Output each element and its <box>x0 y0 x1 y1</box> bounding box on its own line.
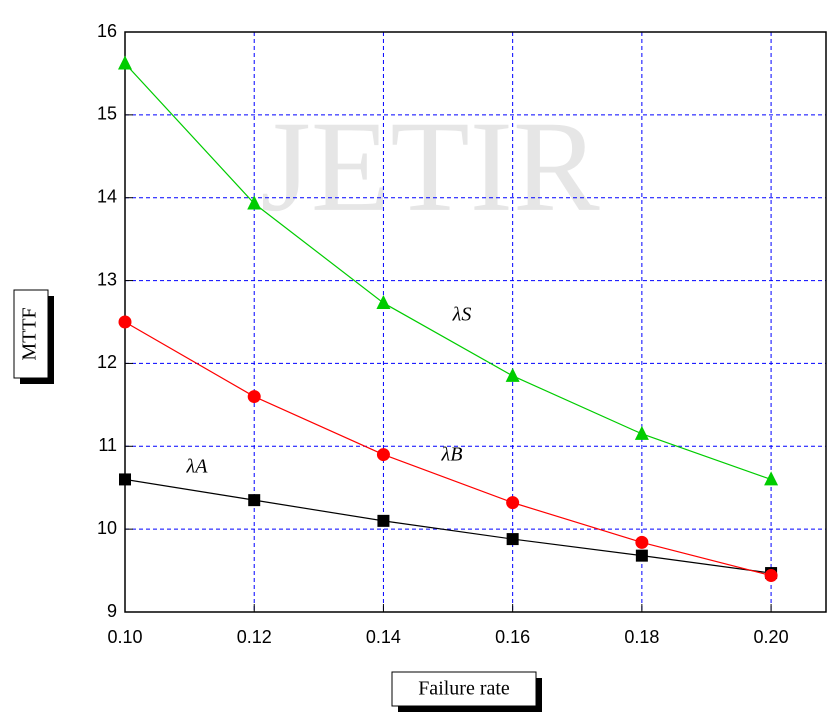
x-tick-label: 0.14 <box>366 627 401 647</box>
marker <box>636 550 648 562</box>
y-tick-label: 9 <box>107 601 117 621</box>
series-label: λB <box>441 444 463 466</box>
marker <box>119 473 131 485</box>
watermark: JETIR <box>260 95 600 239</box>
series-label: λS <box>452 304 472 326</box>
marker <box>377 515 389 527</box>
y-axis-label: MTTF <box>19 307 41 360</box>
marker <box>506 496 519 509</box>
chart: JETIR MTTF Failure rate 9 10 11 12 13 14 15 16 0… <box>0 0 828 717</box>
x-tick-label: 0.20 <box>754 627 789 647</box>
y-tick-label: 12 <box>97 352 117 372</box>
y-tick-label: 14 <box>97 186 117 206</box>
marker <box>635 536 648 549</box>
marker <box>248 390 261 403</box>
x-tick-label: 0.12 <box>237 627 272 647</box>
marker <box>765 569 778 582</box>
y-tick-label: 15 <box>97 104 117 124</box>
x-tick-label: 0.16 <box>495 627 530 647</box>
x-tick-label: 0.18 <box>624 627 659 647</box>
series-label: λA <box>186 456 209 478</box>
y-tick-label: 10 <box>97 518 117 538</box>
marker <box>118 55 132 69</box>
marker <box>764 471 778 485</box>
marker <box>506 368 520 382</box>
y-tick-label: 13 <box>97 269 117 289</box>
marker <box>376 295 390 309</box>
marker <box>119 316 132 329</box>
x-axis-label: Failure rate <box>418 678 510 700</box>
y-tick-label: 11 <box>98 435 117 455</box>
marker <box>635 426 649 440</box>
series-line <box>125 479 771 573</box>
marker <box>377 448 390 461</box>
x-tick-label: 0.10 <box>107 627 142 647</box>
marker <box>507 533 519 545</box>
marker <box>248 494 260 506</box>
y-tick-label: 16 <box>97 21 117 41</box>
